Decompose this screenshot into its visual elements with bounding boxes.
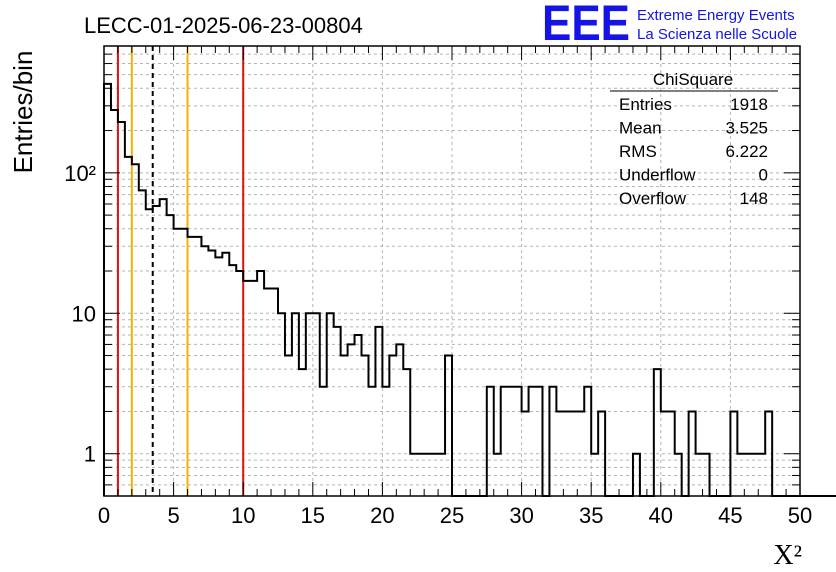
x-tick-label: 50: [788, 503, 812, 528]
x-tick-label: 15: [301, 503, 325, 528]
x-tick-label: 5: [167, 503, 179, 528]
y-tick-label: 1: [84, 442, 96, 467]
stats-label: Entries: [619, 95, 672, 114]
stats-box: ChiSquare Entries 1918 Mean 3.525 RMS 6.222 Un…: [610, 70, 778, 208]
stats-value: 0: [759, 166, 768, 185]
x-tick-label: 30: [509, 503, 533, 528]
eee-logo: EEE: [542, 0, 630, 51]
logo-line-1: Extreme Energy Events: [637, 7, 795, 24]
y-tick-label: 10²: [64, 161, 96, 186]
x-tick-label: 45: [718, 503, 742, 528]
x-tick-label: 25: [440, 503, 464, 528]
stats-value: 3.525: [725, 119, 768, 138]
stats-title: ChiSquare: [653, 70, 733, 89]
histogram: [103, 82, 836, 497]
x-tick-label: 35: [579, 503, 603, 528]
run-title: LECC-01-2025-06-23-00804: [84, 13, 363, 38]
cut-lines: [116, 46, 245, 496]
x-tick-label: 40: [649, 503, 673, 528]
axis-ticks: 0 5 10 15 20 25 30 35 40 45 50 1 10 10²: [64, 45, 812, 528]
histogram-outline: [103, 82, 836, 497]
y-tick-label: 10: [72, 301, 96, 326]
x-tick-label: 0: [98, 503, 110, 528]
stats-label: Mean: [619, 119, 662, 138]
y-axis-label: Entries/bin: [8, 51, 38, 174]
stats-value: 148: [740, 189, 768, 208]
stats-label: Overflow: [619, 189, 687, 208]
x-tick-label: 20: [370, 503, 394, 528]
stats-value: 1918: [730, 95, 768, 114]
x-axis-label: X²: [773, 540, 802, 571]
stats-value: 6.222: [725, 142, 768, 161]
stats-label: Underflow: [619, 166, 696, 185]
logo-line-2: La Scienza nelle Scuole: [637, 26, 797, 43]
stats-label: RMS: [619, 142, 657, 161]
x-tick-label: 10: [231, 503, 255, 528]
